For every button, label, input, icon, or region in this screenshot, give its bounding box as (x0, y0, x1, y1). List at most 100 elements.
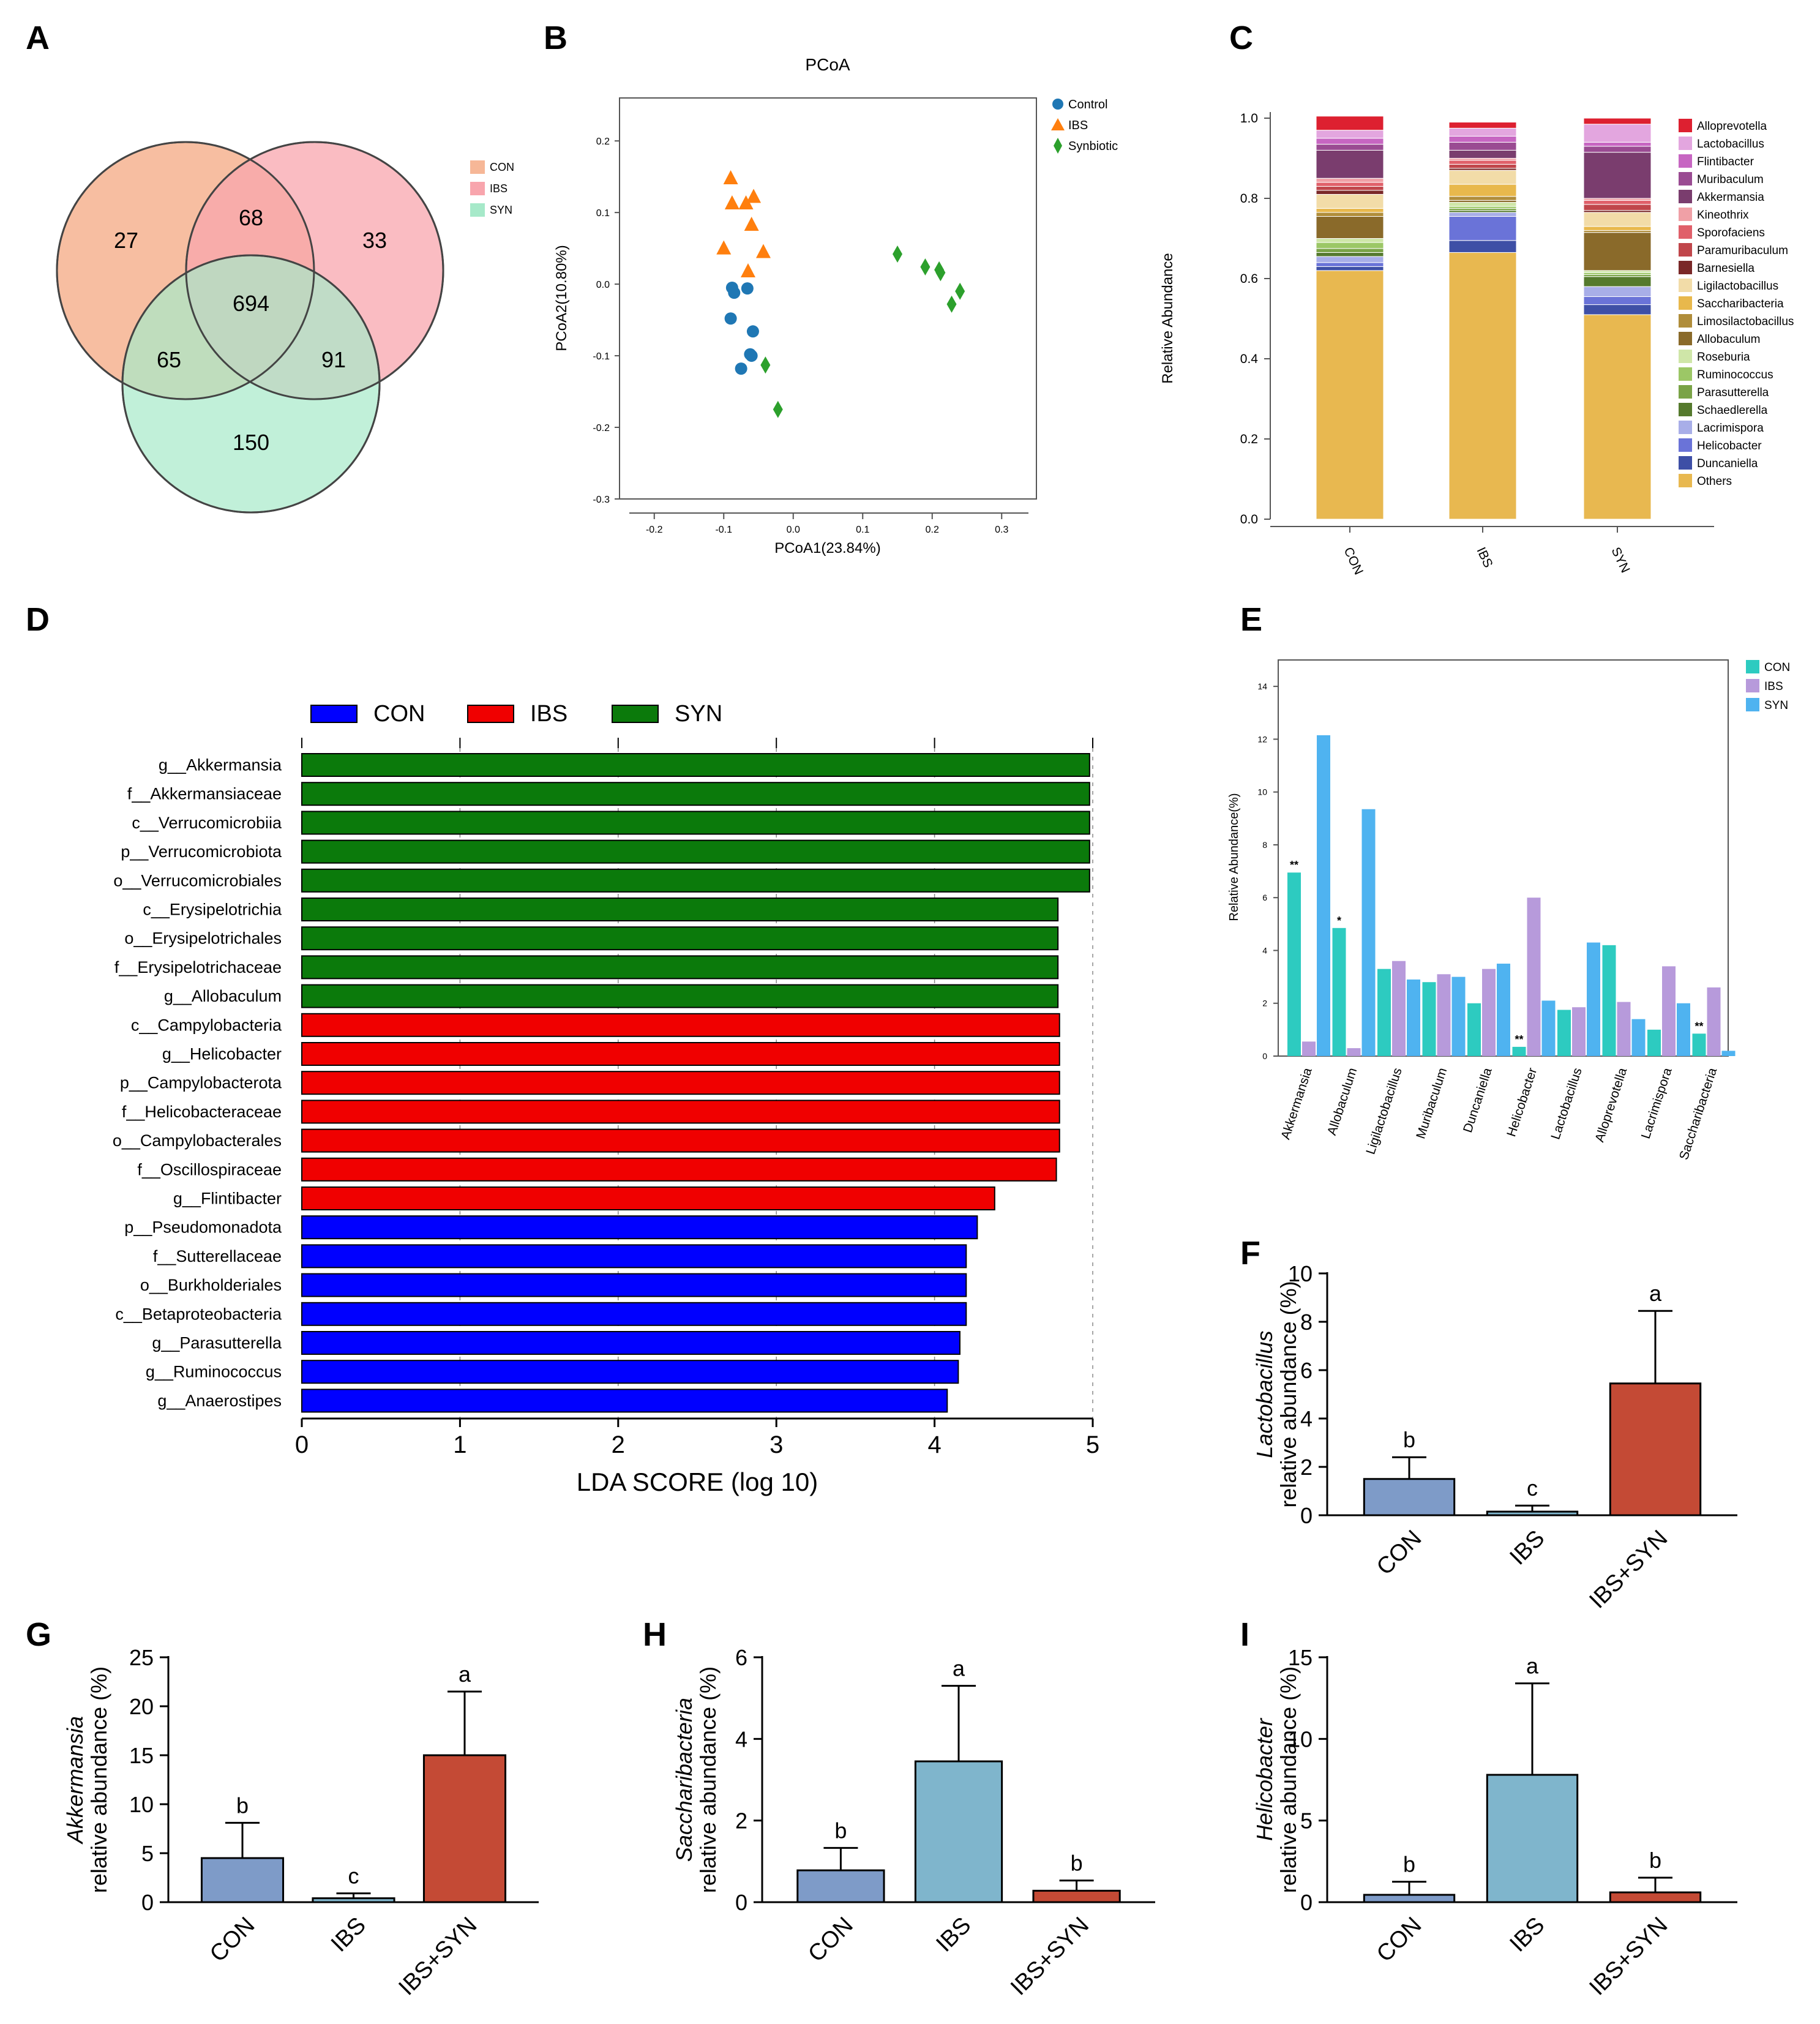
bar-y-tick-label: 20 (129, 1694, 154, 1719)
stack-segment-lactobacillus (1583, 124, 1652, 143)
grouped-y-tick-label: 2 (1262, 999, 1267, 1008)
bar-y-tick-label: 6 (1300, 1358, 1313, 1383)
bar-y-tick-label: 10 (1288, 1726, 1313, 1752)
stack-legend-swatch (1679, 367, 1692, 381)
pcoa-x-tick-label: -0.2 (646, 525, 663, 535)
grouped-bar-syn (1721, 1051, 1736, 1056)
pcoa-y-tick-label: -0.3 (593, 495, 610, 505)
stack-legend-swatch (1679, 208, 1692, 221)
stack-segment-barnesiella (1316, 190, 1384, 195)
grouped-bar-syn (1587, 942, 1600, 1056)
bar-significance-letter: a (1526, 1654, 1539, 1679)
bar-y-tick-label: 6 (735, 1645, 747, 1670)
pcoa-point-control (724, 312, 737, 325)
lda-taxon-label: c__Campylobacteria (131, 1016, 282, 1034)
grouped-y-tick-label: 4 (1262, 945, 1267, 955)
lda-taxon-label: c__Betaproteobacteria (115, 1305, 282, 1323)
grouped-bar-chart: 0 2 4 6 8 10 12 14 Relative Abundance(%) ** Akkerm… (1227, 659, 1790, 1161)
stack-segment-duncaniella (1583, 304, 1652, 315)
stack-segment-sporofaciens (1448, 160, 1517, 165)
stack-legend-label: Lactobacillus (1697, 138, 1764, 151)
bar-x-tick-label: CON (205, 1913, 260, 1967)
lda-chart: CON IBS SYN 0 1 2 3 4 5 LDA SCORE (log 10) g__Akke… (113, 701, 1099, 1496)
pcoa-title: PCoA (805, 55, 850, 74)
pcoa-point-ibs (746, 189, 762, 203)
pcoa-point-control (741, 282, 754, 295)
bar-x-tick-label: CON (1372, 1526, 1426, 1580)
bar-y-label-taxon: Helicobacter (1252, 1717, 1277, 1841)
grouped-x-label: Duncaniella (1461, 1066, 1495, 1134)
stack-y-tick-label: 0.0 (1240, 512, 1258, 527)
lda-bar (301, 1071, 1060, 1095)
pcoa-y-tick-label: -0.2 (593, 423, 610, 433)
stack-x-tick-label: SYN (1608, 545, 1632, 575)
grouped-bar-con (1467, 1003, 1481, 1056)
venn-legend-swatch (470, 182, 485, 195)
stack-segment-flintibacter (1316, 138, 1384, 145)
stack-legend-label: Helicobacter (1697, 440, 1762, 452)
panel-letter-G: G (26, 1616, 51, 1653)
stack-segment-ligilactobacillus (1583, 212, 1652, 227)
panel-letter-E: E (1240, 601, 1262, 638)
stack-legend-label: Schaedlerella (1697, 404, 1768, 417)
grouped-x-label: Muribaculum (1414, 1066, 1450, 1140)
pcoa-y-label: PCoA2(10.80%) (553, 245, 570, 351)
stack-segment-flintibacter (1448, 135, 1517, 143)
stack-segment-flintibacter (1583, 141, 1652, 147)
lda-legend-label: SYN (675, 701, 722, 727)
stack-segment-paramuribaculum (1583, 204, 1652, 211)
stack-segment-duncaniella (1448, 240, 1517, 253)
panel-letter-I: I (1240, 1616, 1249, 1653)
lda-taxon-label: g__Anaerostipes (157, 1392, 282, 1410)
bar-y-label: relative abundance (%) (86, 1666, 111, 1893)
lda-bar (301, 984, 1059, 1008)
bar-con (1363, 1478, 1456, 1516)
grouped-y-tick-label: 10 (1257, 787, 1267, 797)
lda-bar (301, 1100, 1060, 1124)
lda-taxon-label: g__Parasutterella (152, 1334, 282, 1352)
stack-segment-others (1448, 252, 1517, 520)
grouped-legend-swatch (1746, 698, 1759, 711)
pcoa-point-ibs (716, 240, 732, 255)
bar-y-tick-label: 5 (1300, 1808, 1313, 1834)
bar-ibs (312, 1897, 395, 1903)
stack-y-tick-label: 0.4 (1240, 352, 1259, 366)
bar-ibs+syn (422, 1754, 507, 1903)
pcoa-legend-label: IBS (1068, 119, 1088, 132)
stack-segment-ligilactobacillus (1316, 193, 1384, 209)
stack-legend-label: Kineothrix (1697, 209, 1749, 222)
stack-segment-lactobacillus (1316, 130, 1384, 139)
lda-taxon-label: o__Erysipelotrichales (124, 929, 282, 948)
grouped-bar-syn (1541, 1000, 1556, 1056)
grouped-x-label: Helicobacter (1504, 1066, 1540, 1138)
stack-segment-ligilactobacillus (1448, 170, 1517, 185)
lda-bar (301, 1244, 967, 1269)
stack-segment-allobaculum (1583, 232, 1652, 271)
lda-legend-swatch (612, 705, 659, 723)
stack-segment-limosilactobacillus (1448, 196, 1517, 201)
lda-x-tick-label: 4 (927, 1431, 941, 1458)
lda-legend-swatch (467, 705, 514, 723)
bar-x-tick-label: IBS (931, 1913, 976, 1957)
panel-letter-A: A (26, 20, 50, 56)
lda-bar (301, 1389, 948, 1413)
venn-legend-label: IBS (490, 182, 507, 195)
grouped-y-tick-label: 12 (1257, 734, 1267, 744)
lda-bar (301, 1013, 1060, 1037)
pcoa-x-tick-label: 0.2 (926, 525, 939, 535)
pcoa-point-control (728, 287, 741, 299)
bar-y-tick-label: 4 (1300, 1406, 1313, 1431)
lda-bar (301, 782, 1090, 806)
bar-y-label-taxon: Akkermansia (62, 1716, 88, 1845)
grouped-bar-ibs (1302, 1041, 1316, 1056)
pcoa-point-ibs (724, 195, 740, 209)
stack-legend-swatch (1679, 456, 1692, 470)
pcoa-point-synbiotic (760, 356, 771, 374)
pcoa-y-tick-label: 0.2 (596, 137, 610, 147)
pcoa-x-tick-label: 0.1 (856, 525, 869, 535)
grouped-bar-ibs (1527, 898, 1541, 1056)
grouped-bar-ibs (1347, 1048, 1361, 1056)
lda-taxon-label: p__Pseudomonadota (124, 1218, 282, 1237)
pcoa-x-tick-label: -0.1 (715, 525, 732, 535)
bar-y-tick-label: 0 (735, 1890, 747, 1915)
